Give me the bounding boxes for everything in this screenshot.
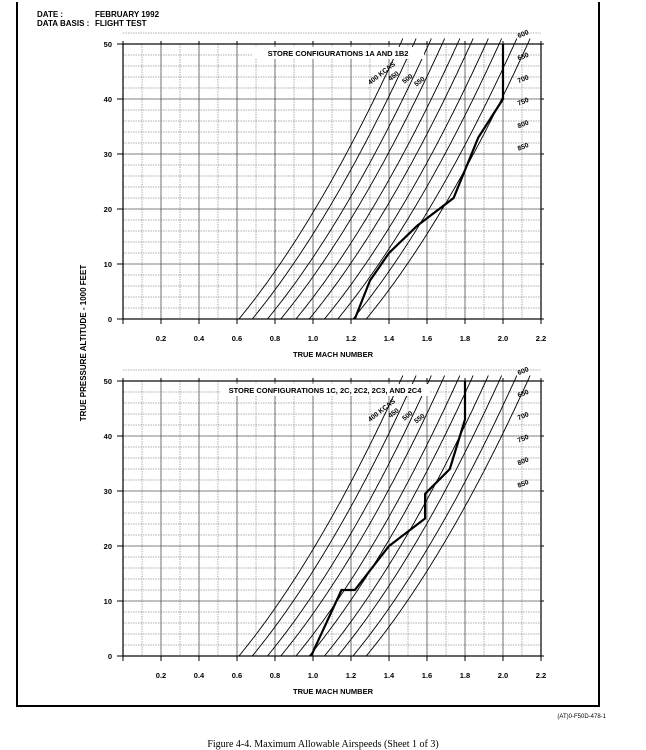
x-tick-label: 0.4	[194, 671, 205, 680]
x-tick-label: 1.6	[422, 671, 432, 680]
kcas-curves	[238, 38, 531, 320]
x-tick-label: 2.2	[536, 671, 546, 680]
kcas-label: 700	[517, 411, 530, 422]
x-tick-label: 0.6	[232, 671, 242, 680]
kcas-curve-650	[308, 375, 474, 657]
kcas-label: 850	[517, 479, 530, 490]
y-tick-label: 0	[108, 315, 112, 324]
kcas-curve-500	[267, 375, 432, 657]
chart-1: 0.2 0.4 0.6 0.8 1.0 1.2 1.4 1.6 1.8 2.0 2.2 0 10 20 30…	[104, 29, 547, 359]
kcas-curve-600	[295, 375, 461, 657]
page-frame	[16, 2, 600, 707]
y-tick-label: 20	[104, 205, 112, 214]
y-tick-label: 0	[108, 652, 112, 661]
figure-caption: Figure 4-4. Maximum Allowable Airspeeds …	[207, 739, 439, 750]
x-axis-label: TRUE MACH NUMBER	[293, 687, 374, 696]
kcas-label: 550	[413, 413, 426, 426]
y-tick-label: 30	[104, 487, 112, 496]
chart-1-grid	[123, 32, 541, 319]
date-value: FEBRUARY 1992	[95, 10, 160, 19]
plot-border	[122, 43, 542, 320]
max-airspeed-limit-line	[353, 44, 505, 320]
max-airspeed-limit-line	[310, 381, 467, 657]
kcas-label: 750	[517, 434, 530, 445]
x-tick-label: 1.2	[346, 671, 356, 680]
x-tick-label: 1.6	[422, 334, 432, 343]
x-tick-label: 2.2	[536, 334, 546, 343]
kcas-label: 550	[413, 76, 426, 89]
kcas-curve-600	[295, 38, 461, 320]
x-tick-label: 1.2	[346, 334, 356, 343]
kcas-curve-750	[337, 375, 503, 657]
chart-title: STORE CONFIGURATIONS 1A AND 1B2	[268, 49, 409, 58]
x-axis-label: TRUE MACH NUMBER	[293, 350, 374, 359]
kcas-curve-750	[337, 38, 503, 320]
x-tick-label: 1.0	[308, 671, 318, 680]
x-tick-label: 0.8	[270, 671, 280, 680]
kcas-curve-550	[280, 38, 446, 320]
y-tick-label: 50	[104, 40, 112, 49]
kcas-curve-400	[238, 375, 404, 657]
y-tick-label: 20	[104, 542, 112, 551]
kcas-curve-800	[352, 38, 518, 320]
y-tick-label: 50	[104, 377, 112, 386]
data-basis-value: FLIGHT TEST	[95, 19, 147, 28]
kcas-label: 600	[517, 29, 530, 40]
kcas-curve-850	[365, 375, 531, 657]
chart-title-background	[221, 384, 429, 396]
kcas-curve-650	[308, 38, 474, 320]
kcas-curve-400	[238, 38, 404, 320]
x-tick-label: 1.4	[384, 334, 395, 343]
x-tick-label: 0.6	[232, 334, 242, 343]
chart-2: 0.2 0.4 0.6 0.8 1.0 1.2 1.4 1.6 1.8 2.0 2.2 0 10 20 30…	[104, 366, 547, 696]
kcas-label: 750	[517, 97, 530, 108]
kcas-label: 650	[517, 389, 530, 400]
kcas-label: 850	[517, 142, 530, 153]
x-tick-label: 0.8	[270, 334, 280, 343]
kcas-curve-700	[324, 38, 489, 320]
kcas-curve-550	[280, 375, 446, 657]
kcas-curves	[238, 375, 531, 657]
chart-title-background	[252, 47, 424, 59]
x-tick-label: 2.0	[498, 671, 508, 680]
x-tick-label: 1.8	[460, 334, 470, 343]
date-label: DATE :	[37, 10, 64, 19]
x-tick-label: 0.2	[156, 671, 166, 680]
x-tick-label: 2.0	[498, 334, 508, 343]
plot-border	[122, 380, 542, 657]
x-tick-label: 0.4	[194, 334, 205, 343]
kcas-curve-850	[365, 38, 531, 320]
y-tick-label: 40	[104, 432, 112, 441]
kcas-label: 650	[517, 52, 530, 63]
chart-title: STORE CONFIGURATIONS 1C, 2C, 2C2, 2C3, A…	[229, 386, 423, 395]
kcas-curve-700	[324, 375, 489, 657]
figure-reference-code: (AT)0-F50D-478-1	[557, 714, 606, 720]
y-tick-label: 30	[104, 150, 112, 159]
kcas-label: 700	[517, 74, 530, 85]
kcas-curve-450	[251, 375, 417, 657]
data-basis-label: DATA BASIS :	[37, 19, 90, 28]
x-tick-label: 1.8	[460, 671, 470, 680]
kcas-label: 800	[517, 119, 530, 130]
kcas-label: 600	[517, 366, 530, 377]
y-tick-label: 10	[104, 597, 112, 606]
kcas-label: 800	[517, 456, 530, 467]
y-tick-label: 40	[104, 95, 112, 104]
kcas-curve-450	[251, 38, 417, 320]
x-tick-label: 0.2	[156, 334, 166, 343]
x-tick-label: 1.4	[384, 671, 395, 680]
y-tick-label: 10	[104, 260, 112, 269]
kcas-curve-500	[267, 38, 432, 320]
x-tick-label: 1.0	[308, 334, 318, 343]
kcas-curve-800	[352, 375, 518, 657]
